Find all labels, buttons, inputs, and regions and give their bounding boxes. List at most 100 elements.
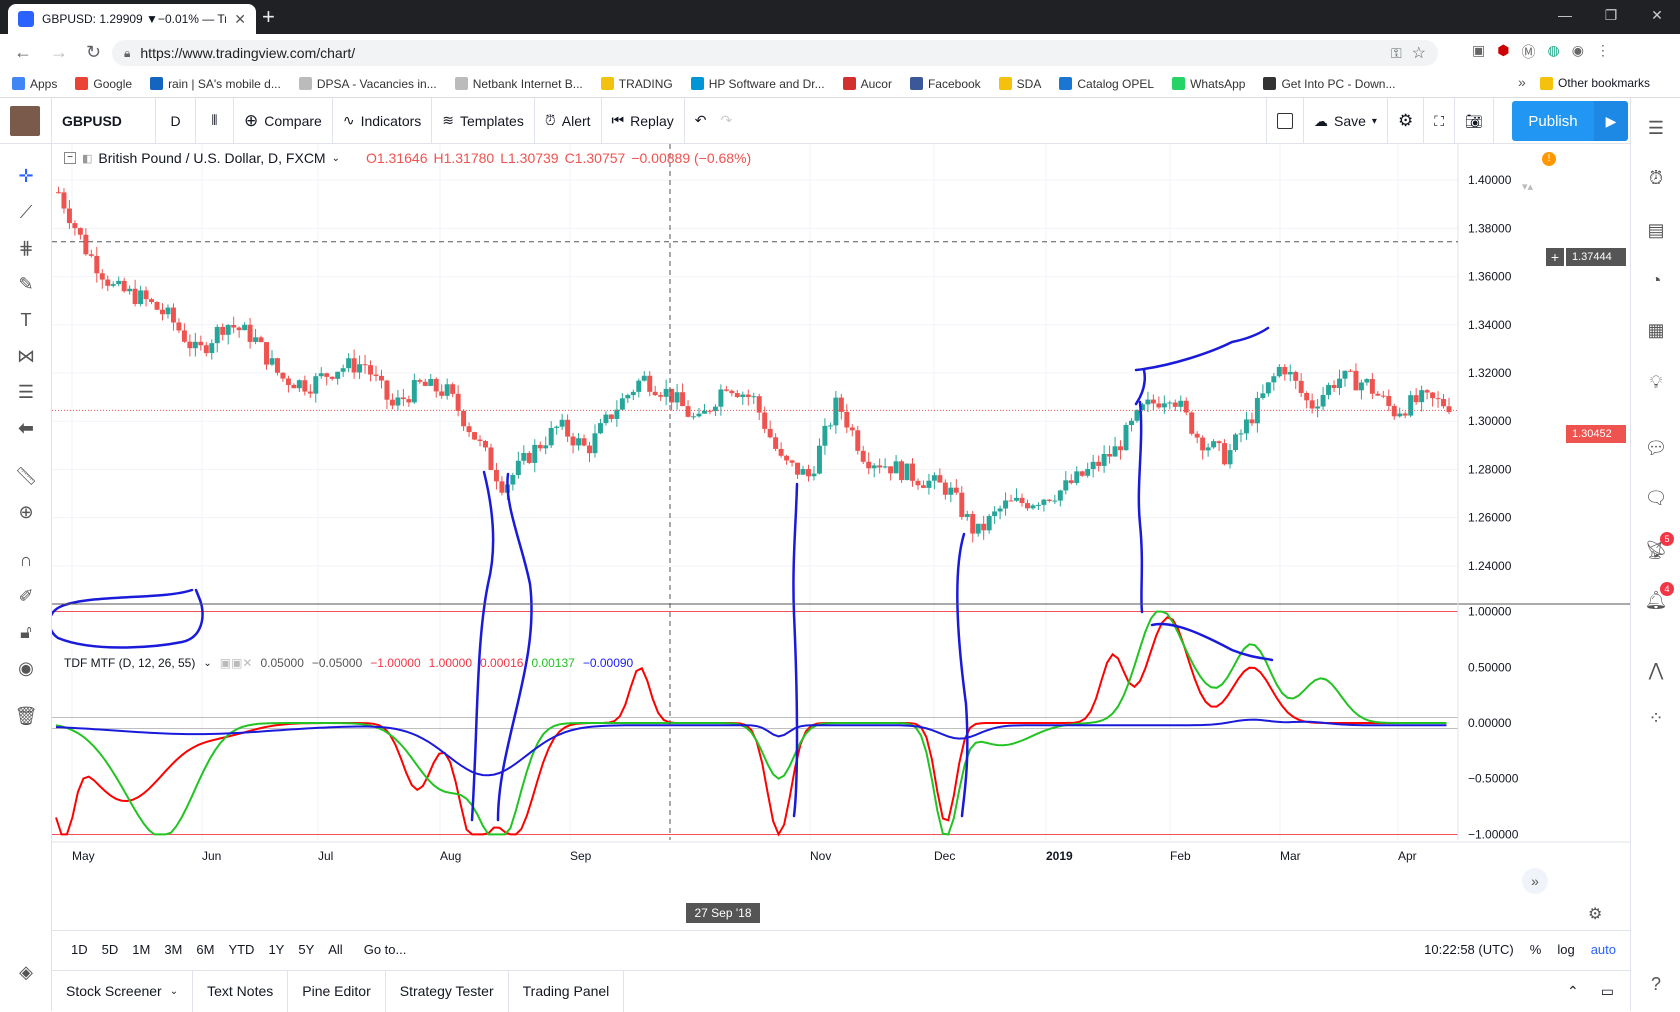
chats-icon[interactable]: 🗨︎ — [1644, 487, 1668, 508]
log-toggle[interactable]: log — [1557, 942, 1575, 957]
streams-icon[interactable]: 📡︎ 5 — [1642, 532, 1674, 564]
close-tab-icon[interactable]: ✕ — [234, 10, 246, 27]
publish-video-button[interactable]: ▶ — [1594, 101, 1628, 141]
indicators-button[interactable]: ∿ Indicators — [333, 97, 433, 144]
lock-drawings-icon[interactable]: 🔓︎ — [20, 621, 32, 642]
publish-button[interactable]: Publish — [1512, 101, 1594, 141]
tab-pine-editor[interactable]: Pine Editor — [288, 970, 386, 1012]
text-tool-icon[interactable]: T — [20, 309, 32, 330]
range-1y[interactable]: 1Y — [268, 942, 285, 957]
more-bookmarks-icon[interactable]: » — [1518, 74, 1526, 90]
browser-tab[interactable]: GBPUSD: 1.29909 ▼−0.01% — Tr ✕ — [8, 4, 256, 34]
bookmark-item[interactable]: Apps — [12, 77, 57, 91]
url-field[interactable]: 🔒︎ https://www.tradingview.com/chart/ ⚿ … — [112, 40, 1438, 66]
bookmark-item[interactable]: SDA — [998, 77, 1041, 91]
user-avatar[interactable] — [0, 97, 52, 144]
dots-grid-icon[interactable]: ⁘ — [1648, 707, 1664, 728]
bookmark-item[interactable]: Netbank Internet B... — [454, 77, 583, 91]
range-5d[interactable]: 5D — [101, 942, 119, 957]
calendar-icon[interactable]: ▦ — [1647, 319, 1665, 340]
prediction-icon[interactable]: ☰ — [17, 381, 35, 402]
zoom-in-icon[interactable]: ⊕ — [18, 501, 34, 522]
new-tab-icon[interactable]: + — [262, 4, 275, 29]
range-6m[interactable]: 6M — [196, 942, 215, 957]
layers-icon[interactable]: ◈ — [19, 961, 33, 982]
chart-canvas[interactable]: 1.40000 1.38000 1.36000 1.34000 1.32000 1.300… — [52, 144, 1630, 930]
compare-button[interactable]: ⊕ Compare — [234, 97, 333, 144]
replay-button[interactable]: ⏮︎ Replay — [602, 97, 685, 144]
collapse-icon[interactable]: − — [64, 152, 76, 164]
bookmark-item[interactable]: Get Into PC - Down... — [1263, 77, 1395, 91]
range-5y[interactable]: 5Y — [298, 942, 315, 957]
range-ytd[interactable]: YTD — [228, 942, 255, 957]
trend-line-icon[interactable]: ⟋ — [19, 201, 33, 222]
scroll-to-realtime-icon[interactable]: » — [1522, 868, 1548, 894]
ideas-icon[interactable]: 💡︎ — [1649, 371, 1663, 392]
bookmark-item[interactable]: HP Software and Dr... — [690, 77, 825, 91]
percent-toggle[interactable]: % — [1529, 942, 1542, 957]
fullscreen-button[interactable]: ⛶ — [1424, 98, 1456, 144]
bookmark-item[interactable]: TRADING — [600, 77, 673, 91]
redo-icon[interactable]: ↷ — [720, 112, 733, 128]
minimize-icon[interactable]: — — [1558, 7, 1572, 23]
key-icon[interactable]: ⚿ — [1391, 44, 1402, 61]
bookmark-item[interactable]: Aucor — [842, 77, 892, 91]
range-1m[interactable]: 1M — [132, 942, 151, 957]
order-panel-icon[interactable]: ⋀ — [1648, 659, 1664, 680]
extension-icon[interactable]: ▣ — [1472, 42, 1486, 58]
bookmark-item[interactable]: WhatsApp — [1172, 77, 1245, 91]
warning-icon[interactable]: ! — [1542, 152, 1556, 166]
chart-type-button[interactable]: ⫴ — [196, 97, 234, 144]
chevron-down-icon[interactable]: ⌄ — [203, 657, 212, 669]
adblock-icon[interactable]: ⬢ — [1497, 42, 1510, 58]
back-icon[interactable]: ← — [14, 41, 32, 62]
notifications-icon[interactable]: 🔔︎ 4 — [1642, 582, 1674, 614]
stay-drawing-icon[interactable]: ✐ — [18, 585, 34, 606]
range-all[interactable]: All — [328, 942, 343, 957]
auto-toggle[interactable]: auto — [1590, 942, 1616, 957]
back-arrow-icon[interactable]: ⬅ — [18, 417, 34, 438]
extension-m-icon[interactable]: Ⓜ — [1521, 44, 1536, 60]
alert-button[interactable]: ⏰︎ Alert — [535, 97, 602, 144]
restore-icon[interactable]: ❐ — [1604, 6, 1618, 23]
bookmark-item[interactable]: Catalog OPEL — [1059, 77, 1154, 91]
crosshair-icon[interactable]: ✛ — [18, 165, 34, 186]
alerts-clock-icon[interactable]: ⏰︎ — [1648, 167, 1664, 188]
trash-icon[interactable]: 🗑︎ — [14, 705, 38, 726]
bookmark-item[interactable]: DPSA - Vacancies in... — [298, 77, 437, 91]
tab-trading-panel[interactable]: Trading Panel — [509, 970, 625, 1012]
bookmark-item[interactable]: Facebook — [909, 77, 981, 91]
pattern-icon[interactable]: ⋈ — [17, 345, 35, 366]
other-bookmarks[interactable]: Other bookmarks — [1540, 76, 1650, 90]
range-1d[interactable]: 1D — [71, 942, 88, 957]
help-icon[interactable]: ? — [1650, 973, 1661, 994]
data-window-icon[interactable]: ▤ — [1647, 219, 1665, 240]
snapshot-button[interactable]: 📷︎ — [1455, 98, 1494, 144]
tab-strategy-tester[interactable]: Strategy Tester — [386, 970, 509, 1012]
extension-globe-icon[interactable]: ◍ — [1547, 42, 1560, 58]
star-icon[interactable]: ☆ — [1411, 45, 1426, 62]
menu-icon[interactable]: ⋮ — [1595, 42, 1610, 58]
bookmark-item[interactable]: rain | SA's mobile d... — [150, 77, 281, 91]
hotlist-icon[interactable]: ◔ — [1650, 269, 1662, 290]
layout-button[interactable] — [1266, 98, 1304, 144]
tab-stock-screener[interactable]: Stock Screener ⌄ — [52, 970, 194, 1012]
watchlist-icon[interactable]: ☰ — [1647, 117, 1665, 138]
settings-button[interactable]: ⚙ — [1388, 98, 1425, 144]
add-alert-plus-icon[interactable]: + — [1546, 248, 1564, 266]
chevron-down-icon[interactable]: ⌄ — [331, 152, 340, 164]
interval-button[interactable]: D — [156, 97, 196, 144]
magnet-icon[interactable]: ∩ — [19, 549, 33, 570]
symbol-search-button[interactable]: GBPUSD — [52, 97, 156, 144]
bookmark-item[interactable]: Google — [75, 77, 132, 91]
undo-icon[interactable]: ↶ — [694, 112, 707, 128]
templates-button[interactable]: ≋ Templates — [432, 97, 535, 144]
axis-settings-gear-icon[interactable]: ⚙ — [1588, 906, 1603, 923]
tab-text-notes[interactable]: Text Notes — [193, 970, 289, 1012]
indicator-name[interactable]: TDF MTF (D, 12, 26, 55) — [64, 656, 196, 670]
reload-icon[interactable]: ↻ — [86, 41, 102, 62]
ruler-icon[interactable]: 📏︎ — [14, 465, 38, 486]
chat-icon[interactable]: 💬︎ — [1644, 437, 1668, 458]
range-3m[interactable]: 3M — [164, 942, 183, 957]
eye-icon[interactable]: ◉ — [18, 657, 34, 678]
